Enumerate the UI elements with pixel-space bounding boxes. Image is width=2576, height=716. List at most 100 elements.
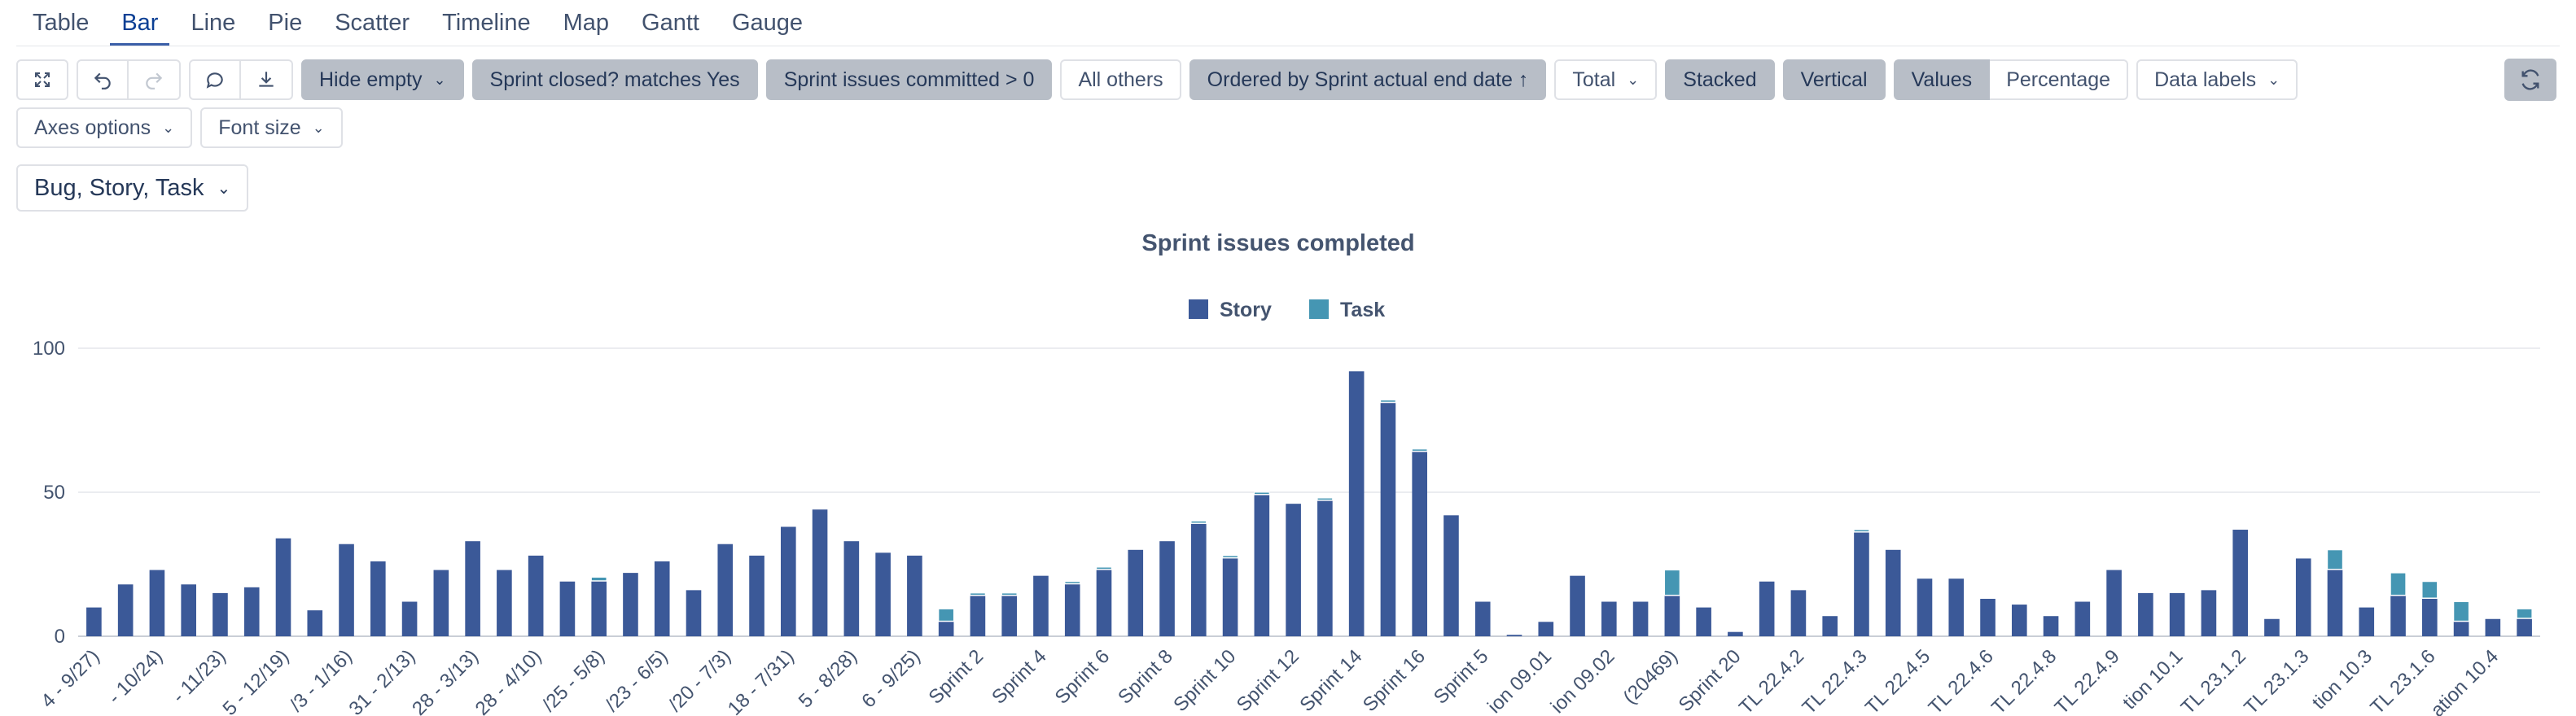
bar-story [433,570,449,636]
bar-task [2390,572,2407,596]
bar-story [2327,570,2343,636]
stacked-toggle[interactable]: Stacked [1665,59,1775,100]
x-tick-label: Sprint 2 [925,645,988,709]
bar-story [243,587,260,636]
bar-story [1917,578,1933,636]
bar-story [275,538,291,636]
refresh-icon[interactable] [2504,59,2556,101]
bar-story [1570,575,1585,636]
x-tick-label: 18 - 7/31) [724,645,799,716]
bar-story [2485,618,2501,636]
x-tick-label: 5 - 12/19) [219,645,294,716]
download-icon[interactable] [241,59,293,100]
bar-story [623,573,638,636]
hide-empty-label: Hide empty [319,68,423,91]
fullscreen-icon[interactable] [16,59,68,100]
legend-label-task: Task [1340,299,1385,321]
tab-bar[interactable]: Bar [105,0,174,46]
x-tick-label: - 11/23) [168,645,230,707]
all-others-button[interactable]: All others [1060,59,1181,100]
bar-story [1854,532,1869,636]
bar-story [2422,598,2438,636]
bar-story [875,552,891,636]
x-tick-label: TL 22.4.6 [1925,645,1998,716]
filter-sprint-committed[interactable]: Sprint issues committed > 0 [765,59,1053,100]
undo-icon[interactable] [77,59,129,100]
percentage-toggle[interactable]: Percentage [1990,59,2129,100]
bar-story [181,584,196,636]
bar-task [2453,601,2469,622]
bar-story [339,544,354,636]
bar-task [1411,448,1428,452]
comment-icon[interactable] [189,59,241,100]
bar-story [2074,601,2091,636]
bar-story [907,555,922,636]
x-tick-label: Sprint 5 [1430,645,1493,709]
bar-story [1191,523,1207,636]
issue-type-filter[interactable]: Bug, Story, Task ⌄ [16,164,249,212]
comment-icon-glyph [206,72,223,89]
tab-gantt[interactable]: Gantt [642,10,699,36]
hide-empty-dropdown[interactable]: Hide empty ⌄ [301,59,464,100]
chevron-down-icon: ⌄ [217,179,231,198]
y-tick-label: 0 [55,626,65,648]
bar-task [1001,592,1018,596]
bar-story [2138,592,2153,636]
bar-story [812,509,828,636]
filter-sprint-closed[interactable]: Sprint closed? matches Yes [471,59,758,100]
tab-scatter[interactable]: Scatter [335,10,410,36]
bar-story [2295,558,2311,636]
x-tick-label: Sprint 20 [1675,645,1746,716]
download-icon-glyph [259,72,274,87]
bar-task [1664,570,1680,596]
x-tick-label: TL 22.4.5 [1861,645,1934,716]
tab-line[interactable]: Line [191,10,236,36]
redo-icon[interactable] [129,59,181,100]
ordered-by-button[interactable]: Ordered by Sprint actual end date ↑ [1189,59,1547,100]
refresh-icon-glyph [2521,69,2539,90]
axes-options-dropdown[interactable]: Axes options ⌄ [16,107,193,148]
bar-story [117,584,134,636]
tab-map[interactable]: Map [563,10,610,36]
x-tick-label: - 10/24) [104,645,168,709]
data-labels-dropdown[interactable]: Data labels ⌄ [2136,59,2298,100]
x-tick-label: ion 09.02 [1547,645,1619,716]
bar-task [1254,491,1270,496]
chevron-down-icon: ⌄ [433,71,446,88]
bar-story [591,581,607,636]
tab-timeline[interactable]: Timeline [442,10,531,36]
tab-table[interactable]: Table [33,10,90,36]
issue-type-label: Bug, Story, Task [34,174,204,201]
bar-story [465,541,480,636]
font-size-dropdown[interactable]: Font size ⌄ [200,107,343,148]
bar-story [1759,581,1775,636]
bar-story [1254,495,1270,636]
tab-pie[interactable]: Pie [268,10,303,36]
x-tick-label: Sprint 8 [1114,645,1177,709]
vertical-toggle[interactable]: Vertical [1782,59,1886,100]
values-toggle[interactable]: Values [1893,59,1991,100]
bar-story [2169,592,2185,636]
x-tick-label: (20469) [1619,645,1682,709]
y-tick-label: 100 [33,338,65,360]
x-tick-label: Sprint 10 [1169,645,1240,716]
bar-story [528,555,544,636]
x-tick-label: TL 22.4.9 [2051,645,2124,716]
undo-icon-glyph [94,72,111,90]
x-tick-label: Sprint 12 [1233,645,1303,716]
total-dropdown[interactable]: Total ⌄ [1554,59,1658,100]
chart-legend: Story Task [1189,299,1385,321]
x-tick-label: 6 - 9/25) [857,645,924,712]
bar-story [781,526,796,636]
bar-chart: Sprint issues completed Story Task 0 50 100 4 … [33,230,2540,716]
chart-toolbar: Hide empty ⌄ Sprint closed? matches Yes S… [16,59,2298,101]
chevron-down-icon: ⌄ [162,119,175,136]
undo-redo-group [77,59,181,100]
redo-icon-glyph [146,72,163,90]
bar-story [559,581,576,636]
bar-story [2201,590,2217,636]
chart-toolbar-secondary: Axes options ⌄ Font size ⌄ [16,107,343,148]
bar-story [1601,601,1617,636]
tab-gauge[interactable]: Gauge [731,10,804,36]
x-tick-label: TL 22.4.2 [1735,645,1808,716]
